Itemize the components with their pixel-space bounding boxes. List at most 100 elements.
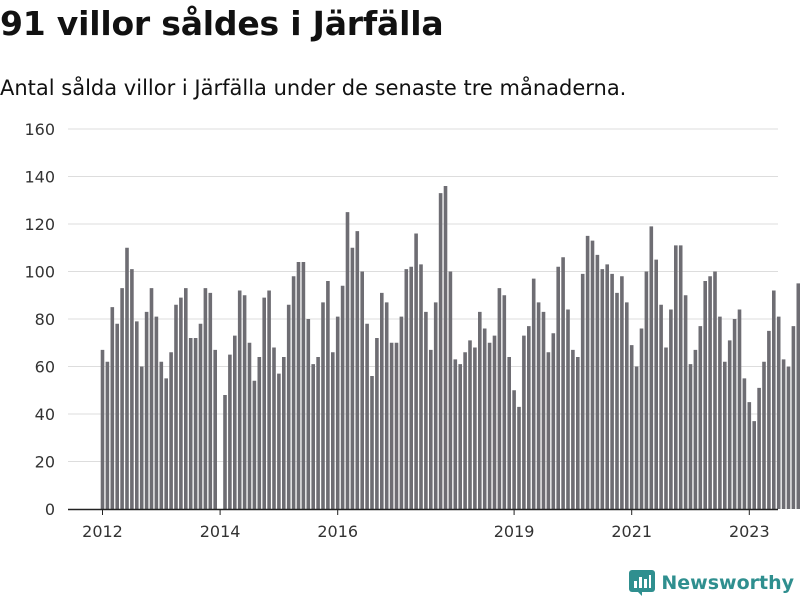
bar [561, 257, 565, 509]
bar [340, 285, 345, 509]
bar [242, 295, 247, 509]
bar [674, 245, 678, 509]
bar [345, 212, 350, 509]
bar [135, 321, 139, 509]
bar [414, 233, 418, 509]
y-tick-label: 60 [35, 358, 55, 377]
brand-name: Newsworthy [661, 572, 794, 594]
bar [610, 273, 614, 509]
bar [634, 366, 639, 509]
bar [370, 376, 374, 509]
bar [188, 338, 193, 509]
bar [517, 406, 521, 509]
bar [399, 316, 404, 509]
bar [654, 259, 658, 509]
bar [301, 262, 306, 509]
bar [193, 338, 198, 509]
bar [380, 292, 384, 509]
bar [154, 316, 159, 509]
bar [580, 273, 585, 509]
bar [228, 354, 232, 509]
bar [585, 235, 590, 509]
bar [531, 278, 536, 509]
bar [767, 330, 771, 509]
bar [698, 326, 703, 509]
bar [120, 288, 124, 509]
bar [576, 357, 580, 509]
bar [311, 364, 315, 509]
bar [497, 288, 502, 509]
chart-title: 91 villor såldes i Järfälla [0, 4, 444, 43]
x-tick-label: 2021 [611, 522, 652, 541]
y-tick-label: 80 [35, 310, 55, 329]
bar [139, 366, 144, 509]
bar [502, 295, 507, 509]
bar [713, 271, 717, 509]
bar [448, 271, 453, 509]
bar [335, 316, 340, 509]
bar [360, 271, 364, 509]
bar [443, 186, 448, 509]
bar [703, 281, 707, 509]
bar [149, 288, 154, 509]
y-tick-label: 40 [35, 405, 55, 424]
bar [556, 266, 560, 509]
bar [233, 335, 237, 509]
bar [208, 292, 213, 509]
bar [419, 264, 423, 509]
bar [512, 390, 516, 509]
bar [757, 387, 761, 509]
bar [590, 240, 595, 509]
bar [776, 316, 781, 509]
bar [659, 304, 663, 509]
bar [179, 297, 183, 509]
x-axis: 2012201420162019202120232025 [68, 508, 778, 541]
brand-logo[interactable]: Newsworthy [629, 570, 794, 596]
bar [507, 357, 511, 509]
bar [365, 323, 369, 509]
bar [198, 323, 203, 509]
bar [791, 326, 796, 509]
bar [752, 421, 756, 509]
bar [257, 357, 262, 509]
bar [639, 328, 644, 509]
bar [321, 302, 325, 509]
bar [468, 340, 472, 509]
bar [522, 335, 526, 509]
bar [536, 302, 541, 509]
y-tick-label: 100 [24, 263, 55, 282]
bar [296, 262, 301, 509]
bar [708, 276, 712, 509]
bar [786, 366, 791, 509]
bar [762, 361, 766, 509]
bar [453, 359, 458, 509]
bar [389, 342, 394, 509]
bar [291, 276, 296, 509]
bar [747, 402, 752, 509]
bar [331, 352, 335, 509]
bar [600, 269, 605, 509]
y-tick-label: 160 [24, 120, 55, 139]
bar [781, 359, 786, 509]
bar [478, 311, 482, 509]
bar [409, 266, 413, 509]
bar [625, 302, 629, 509]
bar [723, 361, 727, 509]
bar [438, 193, 443, 509]
y-axis: 0 20 40 60 80 100 120 140 160 [24, 120, 55, 519]
bar [213, 349, 217, 509]
bar [326, 281, 330, 509]
bar [110, 307, 115, 509]
bar [796, 283, 800, 509]
bar [683, 295, 688, 509]
y-tick-label: 140 [24, 168, 55, 187]
chart-subtitle: Antal sålda villor i Järfälla under de s… [0, 76, 627, 100]
bar [105, 361, 110, 509]
bar [527, 326, 531, 509]
x-tick-label: 2019 [494, 522, 535, 541]
bar [237, 290, 242, 509]
bar [282, 357, 286, 509]
bar [605, 264, 609, 509]
bar [169, 352, 173, 509]
